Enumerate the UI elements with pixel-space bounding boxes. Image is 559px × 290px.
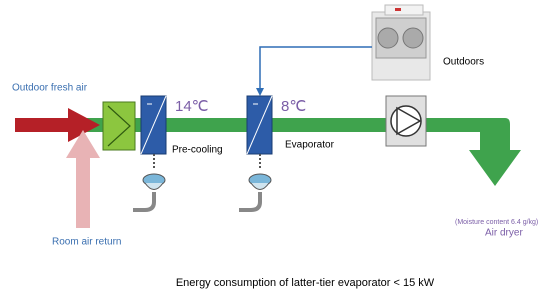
evaporator-label: Evaporator xyxy=(285,140,335,151)
return-air-label: Room air return xyxy=(52,237,121,248)
evap-temp: 8℃ xyxy=(281,98,306,115)
outdoors-label: Outdoors xyxy=(443,57,484,68)
return-air-arrow xyxy=(66,130,100,228)
diagram: Outdoor fresh air Room air return 14℃ Pr… xyxy=(0,0,559,290)
dryer-label: Air dryer xyxy=(485,228,523,239)
footer-note: Energy consumption of latter-tier evapor… xyxy=(176,277,435,289)
moisture-label: (Moisture content 6.4 g/kg) xyxy=(455,219,538,226)
arrow-head xyxy=(256,88,264,96)
evaporator-coil xyxy=(239,96,272,210)
precool-coil xyxy=(133,96,166,210)
fresh-air-label: Outdoor fresh air xyxy=(12,83,88,94)
outdoor-unit xyxy=(372,5,430,80)
precool-temp: 14℃ xyxy=(175,98,209,115)
fresh-air-arrow xyxy=(15,108,100,142)
fan xyxy=(386,96,426,146)
precool-label: Pre-cooling xyxy=(172,145,223,156)
refrigerant-line xyxy=(260,47,372,92)
